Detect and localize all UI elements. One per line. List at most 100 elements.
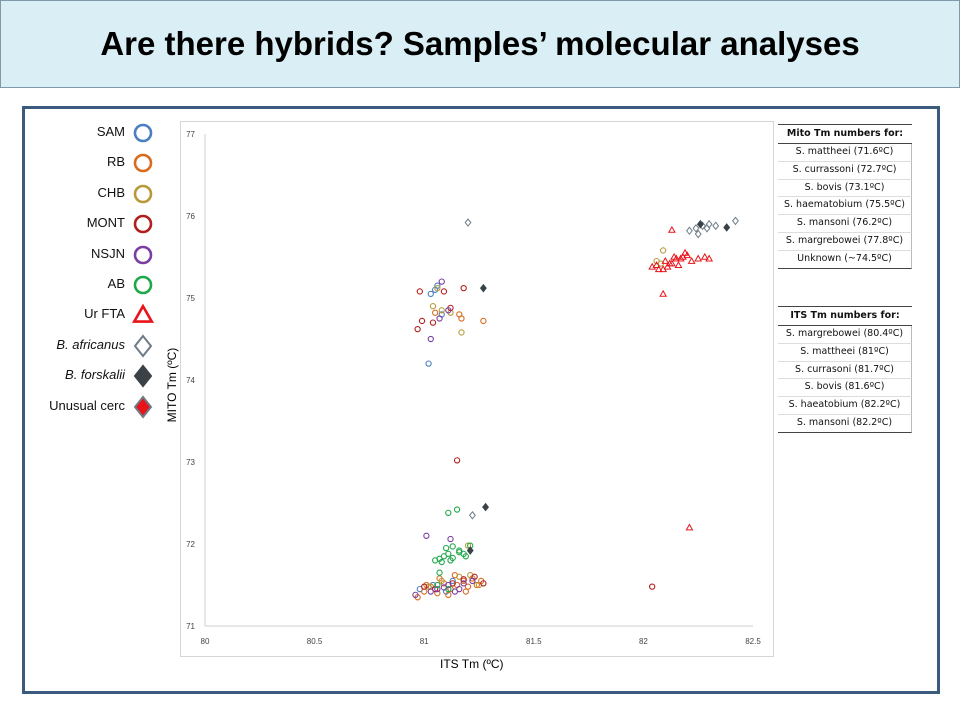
mito-row: S. currassoni (72.7ºC) [778, 161, 912, 180]
data-point [429, 303, 437, 310]
legend-label: CHB [97, 184, 125, 200]
legend-marker [133, 275, 153, 295]
legend-label: MONT [86, 215, 125, 231]
data-point [469, 577, 476, 585]
data-point [460, 576, 467, 583]
diamond-icon [133, 394, 153, 419]
legend-item: AB [0, 270, 160, 300]
y-tick-label: 72 [186, 540, 195, 549]
legend-label: AB [107, 276, 125, 291]
data-point [445, 307, 452, 314]
mito-tm-table: Mito Tm numbers for: S. mattheei (71.6ºC… [778, 124, 912, 269]
legend-label: B. forskalii [65, 367, 125, 383]
x-tick-label: 82.5 [745, 637, 761, 646]
title-banner: Are there hybrids? Samples’ molecular an… [0, 0, 960, 88]
data-point [445, 585, 452, 593]
legend-item: RB [0, 148, 160, 178]
data-point [449, 543, 456, 550]
legend-item: Ur FTA [0, 300, 160, 330]
its-row: S. bovis (81.6ºC) [778, 379, 912, 398]
data-point [694, 254, 703, 262]
legend-marker [133, 394, 153, 419]
data-point [425, 583, 432, 590]
y-axis-label: MITO Tm (ºC) [165, 347, 179, 423]
data-point [652, 261, 661, 269]
mito-row: S. mattheei (71.6ºC) [778, 144, 912, 162]
legend-item: B. africanus [0, 331, 160, 361]
data-point [653, 257, 660, 265]
data-point [458, 329, 465, 336]
data-point [427, 290, 434, 298]
legend-item: CHB [0, 179, 160, 209]
data-point [661, 257, 670, 264]
data-point [414, 326, 421, 333]
data-point [447, 557, 454, 564]
data-point [460, 550, 467, 557]
data-point [456, 311, 463, 318]
circle-icon [133, 154, 153, 173]
data-point [449, 577, 456, 585]
data-point [696, 219, 704, 229]
data-point [482, 502, 490, 512]
data-point [667, 225, 676, 233]
diamond-icon [133, 364, 153, 388]
data-point [663, 262, 672, 270]
data-point [480, 317, 487, 325]
circle-icon [133, 245, 153, 264]
data-point [412, 591, 419, 598]
data-point [438, 558, 445, 566]
data-point [694, 229, 702, 239]
data-point [678, 252, 687, 260]
triangle-icon [131, 303, 155, 324]
legend-item: Unusual cerc [0, 392, 160, 422]
legend-item: NSJN [0, 240, 160, 270]
circle-icon [133, 184, 153, 204]
data-point [479, 283, 487, 293]
mito-row: S. margrebowei (77.8ºC) [778, 232, 912, 251]
data-point [427, 588, 434, 595]
its-tm-table: ITS Tm numbers for: S. margrebowei (80.4… [778, 306, 912, 433]
data-point [453, 506, 461, 513]
its-row: S. margrebowei (80.4ºC) [778, 326, 912, 344]
legend-item: B. forskalii [0, 361, 160, 391]
data-point [659, 265, 668, 273]
x-tick-label: 81 [420, 637, 429, 646]
scatter-chart: 80 80.5 81 81.5 82 82.5 71 72 73 74 75 76 77 [186, 130, 761, 646]
data-point [464, 583, 472, 590]
legend-label: SAM [96, 124, 125, 139]
y-tick-label: 75 [186, 294, 195, 303]
x-tick-label: 80 [201, 637, 210, 646]
mito-row: S. mansoni (76.2ºC) [778, 215, 912, 233]
data-point [466, 546, 474, 555]
legend-label: Ur FTA [84, 306, 125, 322]
data-point [456, 585, 463, 593]
data-point [692, 223, 700, 233]
data-point [445, 509, 452, 516]
data-point [432, 309, 439, 316]
x-tick-label: 81.5 [526, 637, 542, 646]
data-point [473, 581, 480, 589]
data-point [732, 216, 739, 226]
data-point [456, 547, 463, 554]
legend-item: MONT [0, 209, 160, 239]
diamond-icon [133, 334, 153, 358]
data-point [436, 315, 443, 322]
x-tick-label: 80.5 [307, 637, 323, 646]
data-point [705, 219, 713, 229]
data-point [438, 577, 445, 585]
data-point [480, 580, 487, 587]
x-tick-label: 82 [639, 637, 648, 646]
legend-label: NSJN [91, 245, 125, 261]
legend-item: SAM [0, 118, 160, 148]
data-point [438, 307, 445, 314]
data-point [468, 510, 476, 520]
data-point [460, 580, 467, 587]
data-point [445, 581, 452, 589]
mito-row: S. haematobium (75.5ºC) [778, 197, 912, 216]
data-point [432, 557, 439, 564]
legend-label: Unusual cerc [49, 397, 125, 413]
data-point [659, 289, 668, 297]
legend-marker [133, 154, 153, 173]
data-point [464, 542, 472, 549]
data-point [659, 247, 667, 254]
